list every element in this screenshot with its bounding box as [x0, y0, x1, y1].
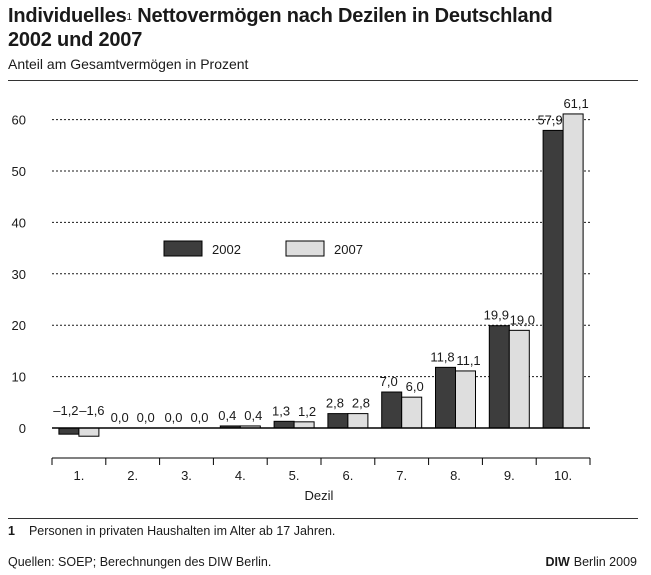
data-labels: –1,2 –1,6 0,0 0,0 0,0 0,0 0,4 0,4 1,3 1,2 2,8 2,8 7,…	[53, 96, 589, 425]
y-tick-label: 10	[12, 370, 26, 385]
footnote-text: Personen in privaten Haushalten im Alter…	[28, 524, 336, 538]
bar-2002-10	[542, 129, 564, 429]
bar-chart: –1,2 –1,6 0,0 0,0 0,0 0,0 0,4 0,4 1,3 1,2 2,8 2,8 7,…	[12, 96, 591, 503]
x-tick-label: 3.	[181, 468, 192, 483]
bar-2007-8	[455, 370, 476, 429]
credit: DIW Berlin 2009	[545, 555, 637, 569]
x-tick-label: 8.	[450, 468, 461, 483]
bar-2007-5	[293, 421, 315, 429]
legend-label-2002: 2002	[212, 242, 241, 257]
data-label: 0,0	[190, 410, 208, 425]
x-axis-label: Dezil	[305, 488, 334, 503]
legend-swatch-2007	[285, 240, 325, 257]
y-tick-label: 20	[12, 318, 26, 333]
bottom-divider	[8, 518, 638, 519]
source-note: Quellen: SOEP; Berechnungen des DIW Berl…	[8, 555, 272, 569]
legend-label-2007: 2007	[334, 242, 363, 257]
bar-2002-5	[273, 420, 295, 429]
chart-subtitle: Anteil am Gesamtvermögen in Prozent	[8, 56, 249, 72]
bar-2007-6	[347, 413, 369, 429]
title-footnote-mark: 1	[126, 12, 133, 23]
data-label: –1,2	[53, 403, 78, 418]
data-label: –1,6	[79, 403, 104, 418]
footnote: 1 Personen in privaten Haushalten im Alte…	[8, 524, 335, 538]
data-label: 2,8	[326, 396, 344, 411]
x-tick-label: 7.	[396, 468, 407, 483]
legend-swatch-2002	[163, 240, 203, 257]
data-label: 0,4	[244, 408, 262, 423]
bar-2002-8	[435, 366, 456, 429]
legend: 2002 2007	[163, 240, 363, 257]
title-text-cont: Nettovermögen nach Dezilen in Deutschlan…	[131, 5, 553, 27]
bar-2002-7	[381, 391, 403, 429]
data-label: 7,0	[380, 374, 398, 389]
y-tick-label: 40	[12, 215, 26, 230]
top-divider	[8, 80, 638, 81]
title-text: Individuelles	[8, 5, 127, 27]
y-tick-label: 50	[12, 164, 26, 179]
chart-title: Individuelles1 Nettovermögen nach Dezile…	[8, 4, 638, 52]
data-label: 0,0	[164, 410, 182, 425]
data-label: 11,8	[430, 349, 454, 364]
bar-2002-9	[488, 325, 510, 429]
credit-org: DIW	[545, 555, 570, 569]
data-label: 19,9	[484, 308, 509, 323]
bar-2002-1	[58, 427, 80, 435]
data-label: 19,0	[510, 312, 535, 327]
data-label: 0,4	[218, 408, 236, 423]
grid-lines	[52, 119, 590, 378]
bar-2007-9	[508, 329, 530, 429]
data-label: 6,0	[406, 379, 424, 394]
bar-2007-7	[401, 396, 423, 429]
credit-text: Berlin 2009	[573, 555, 637, 569]
y-tick-label: 0	[19, 421, 26, 436]
y-tick-label: 30	[12, 267, 26, 282]
data-label: 61,1	[563, 96, 588, 111]
x-tick-label: 1.	[73, 468, 84, 483]
x-tick-label: 10.	[554, 468, 572, 483]
bars	[58, 113, 584, 437]
x-tick-label: 4.	[235, 468, 246, 483]
title-years: 2002 und 2007	[8, 29, 143, 51]
footnote-number: 1	[8, 524, 15, 538]
data-label: 1,2	[298, 404, 316, 419]
bar-2007-1	[78, 427, 100, 437]
data-label: 57,9	[537, 112, 562, 127]
x-tick-label: 2.	[127, 468, 138, 483]
data-label: 2,8	[352, 396, 370, 411]
bar-2002-6	[327, 413, 349, 429]
x-tick-label: 6.	[342, 468, 353, 483]
bar-2007-10	[562, 113, 584, 429]
data-label: 11,1	[456, 353, 480, 368]
data-label: 1,3	[272, 403, 290, 418]
x-tick-label: 9.	[504, 468, 515, 483]
y-tick-label: 60	[12, 113, 26, 128]
x-tick-label: 5.	[289, 468, 300, 483]
data-label: 0,0	[111, 410, 129, 425]
data-label: 0,0	[137, 410, 155, 425]
axes: 0 10 20 30 40 50 60 1. 2. 3. 4. 5. 6. 7. 8. 9. 10. Dezil	[12, 113, 591, 503]
